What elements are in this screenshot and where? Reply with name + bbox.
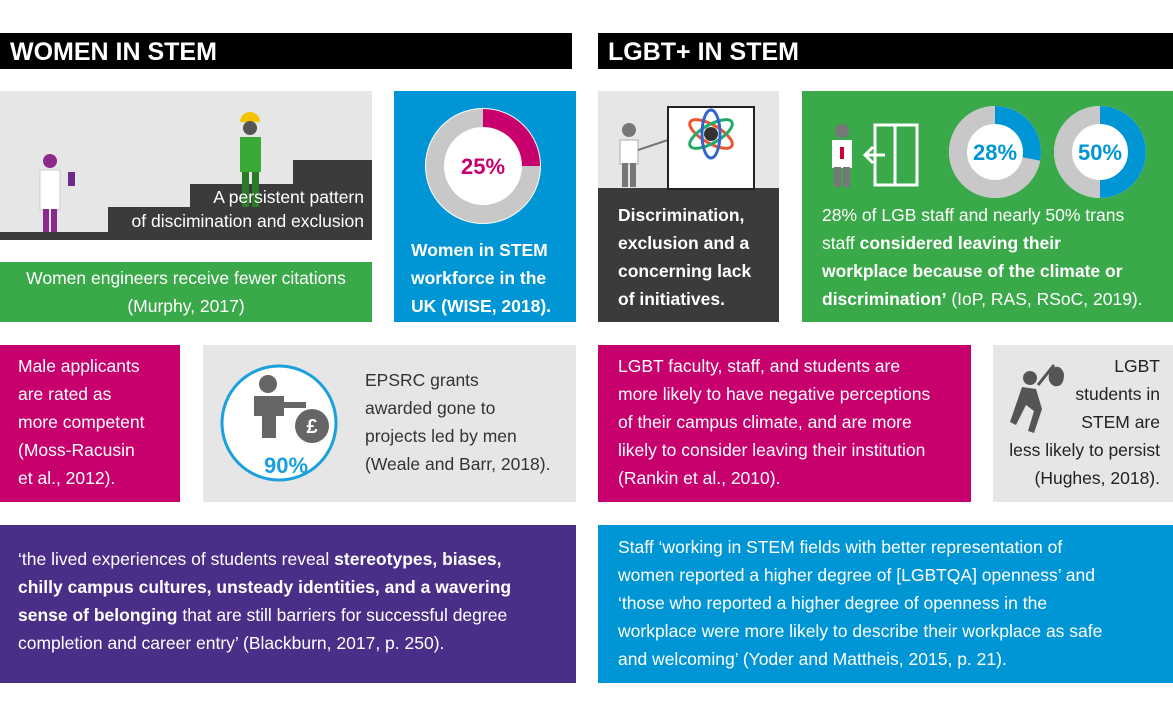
text-line: Staff ‘working in STEM fields with bette… — [618, 537, 1062, 557]
text-line: likely to consider leaving their institu… — [618, 440, 925, 460]
presenter-icon — [619, 106, 755, 190]
grant-circle — [220, 364, 338, 482]
text-span: stereotypes, biases, — [334, 549, 501, 569]
text-line: of their campus climate, and are more — [618, 412, 912, 432]
panel — [598, 345, 971, 502]
donut-label: 28% — [973, 140, 1017, 165]
text-line: (Moss-Racusin — [18, 440, 135, 460]
section-title: WOMEN IN STEM — [10, 38, 217, 66]
donut-arc — [994, 106, 1041, 161]
step — [293, 160, 372, 240]
text-line: (Murphy, 2017) — [127, 296, 244, 316]
text-line: et al., 2012). — [18, 468, 115, 488]
text-line: Discrimination, — [618, 205, 744, 225]
panel — [598, 525, 1173, 683]
text-line: of initiatives. — [618, 289, 725, 309]
donut-label: 50% — [1078, 140, 1122, 165]
text-span: chilly campus cultures, unsteady identit… — [18, 577, 511, 597]
text-line: ‘those who reported a higher degree of o… — [618, 593, 1047, 613]
text-span: considered leaving their — [860, 233, 1061, 253]
text-line: Women engineers receive fewer citations — [26, 268, 346, 288]
text-line: A persistent pattern — [213, 187, 364, 207]
text-span: (IoP, RAS, RSoC, 2019). — [946, 289, 1142, 309]
text-line: completion and career entry’ (Blackburn,… — [18, 633, 444, 653]
text-span: ‘the lived experiences of students revea… — [18, 549, 334, 569]
text-line: exclusion and a — [618, 233, 750, 253]
donut-arc — [482, 109, 540, 167]
text-line: LGBT faculty, staff, and students are — [618, 356, 900, 376]
grant-icon: £ — [254, 375, 329, 443]
text-line: STEM are — [1081, 412, 1160, 432]
figure-label: 90% — [264, 453, 308, 478]
panel — [598, 188, 779, 322]
text-line: Male applicants — [18, 356, 140, 376]
text-line: (Weale and Barr, 2018). — [365, 454, 550, 474]
text-line: concerning lack — [618, 261, 752, 281]
text-line: EPSRC grants — [365, 370, 479, 390]
text-line: workplace because of the climate or — [821, 261, 1123, 281]
panel — [0, 345, 180, 502]
leaving-person-icon — [1010, 364, 1064, 433]
text-line: less likely to persist — [1009, 440, 1160, 460]
text-line: LGBT — [1114, 356, 1160, 376]
text-line: discrimination’ (IoP, RAS, RSoC, 2019). — [822, 289, 1143, 309]
panel — [0, 262, 372, 322]
text-line: more likely to have negative perceptions — [618, 384, 931, 404]
text-line: women reported a higher degree of [LGBTQ… — [617, 565, 1095, 585]
text-line: 28% of LGB staff and nearly 50% trans — [822, 205, 1124, 225]
text-line: ‘the lived experiences of students revea… — [18, 549, 501, 569]
text-line: (Hughes, 2018). — [1035, 468, 1161, 488]
text-line: more competent — [18, 412, 145, 432]
header-bar — [598, 33, 1173, 69]
section-title: LGBT+ IN STEM — [608, 38, 799, 66]
text-line: and welcoming’ (Yoder and Mattheis, 2015… — [618, 649, 1007, 669]
text-line: staff considered leaving their — [822, 233, 1061, 253]
man-icon — [240, 112, 261, 207]
panel — [0, 525, 576, 683]
text-line: students in — [1075, 384, 1160, 404]
text-line: sense of belonging that are still barrie… — [18, 605, 507, 625]
text-line: (Rankin et al., 2010). — [618, 468, 780, 488]
text-line: awarded gone to — [365, 398, 495, 418]
donut-arc — [1099, 106, 1146, 198]
text-span: workplace because of the climate or — [821, 261, 1123, 281]
text-line: are rated as — [18, 384, 112, 404]
text-line: projects led by men — [365, 426, 517, 446]
text-span: discrimination’ — [822, 289, 946, 309]
donut-label: 25% — [461, 154, 505, 179]
header-bar — [0, 33, 572, 69]
text-span: sense of belonging — [18, 605, 177, 625]
text-span: staff — [822, 233, 860, 253]
text-line: UK (WISE, 2018). — [411, 296, 551, 316]
text-line: Women in STEM — [411, 240, 548, 260]
text-span: that are still barriers for successful d… — [177, 605, 507, 625]
door-icon — [832, 123, 919, 187]
panel — [993, 345, 1173, 502]
text-line: of discimination and exclusion — [132, 211, 365, 231]
woman-icon — [39, 154, 75, 232]
text-line: workforce in the — [410, 268, 546, 288]
text-line: chilly campus cultures, unsteady identit… — [18, 577, 511, 597]
text-line: workplace were more likely to describe t… — [617, 621, 1102, 641]
svg-text:£: £ — [306, 416, 317, 438]
